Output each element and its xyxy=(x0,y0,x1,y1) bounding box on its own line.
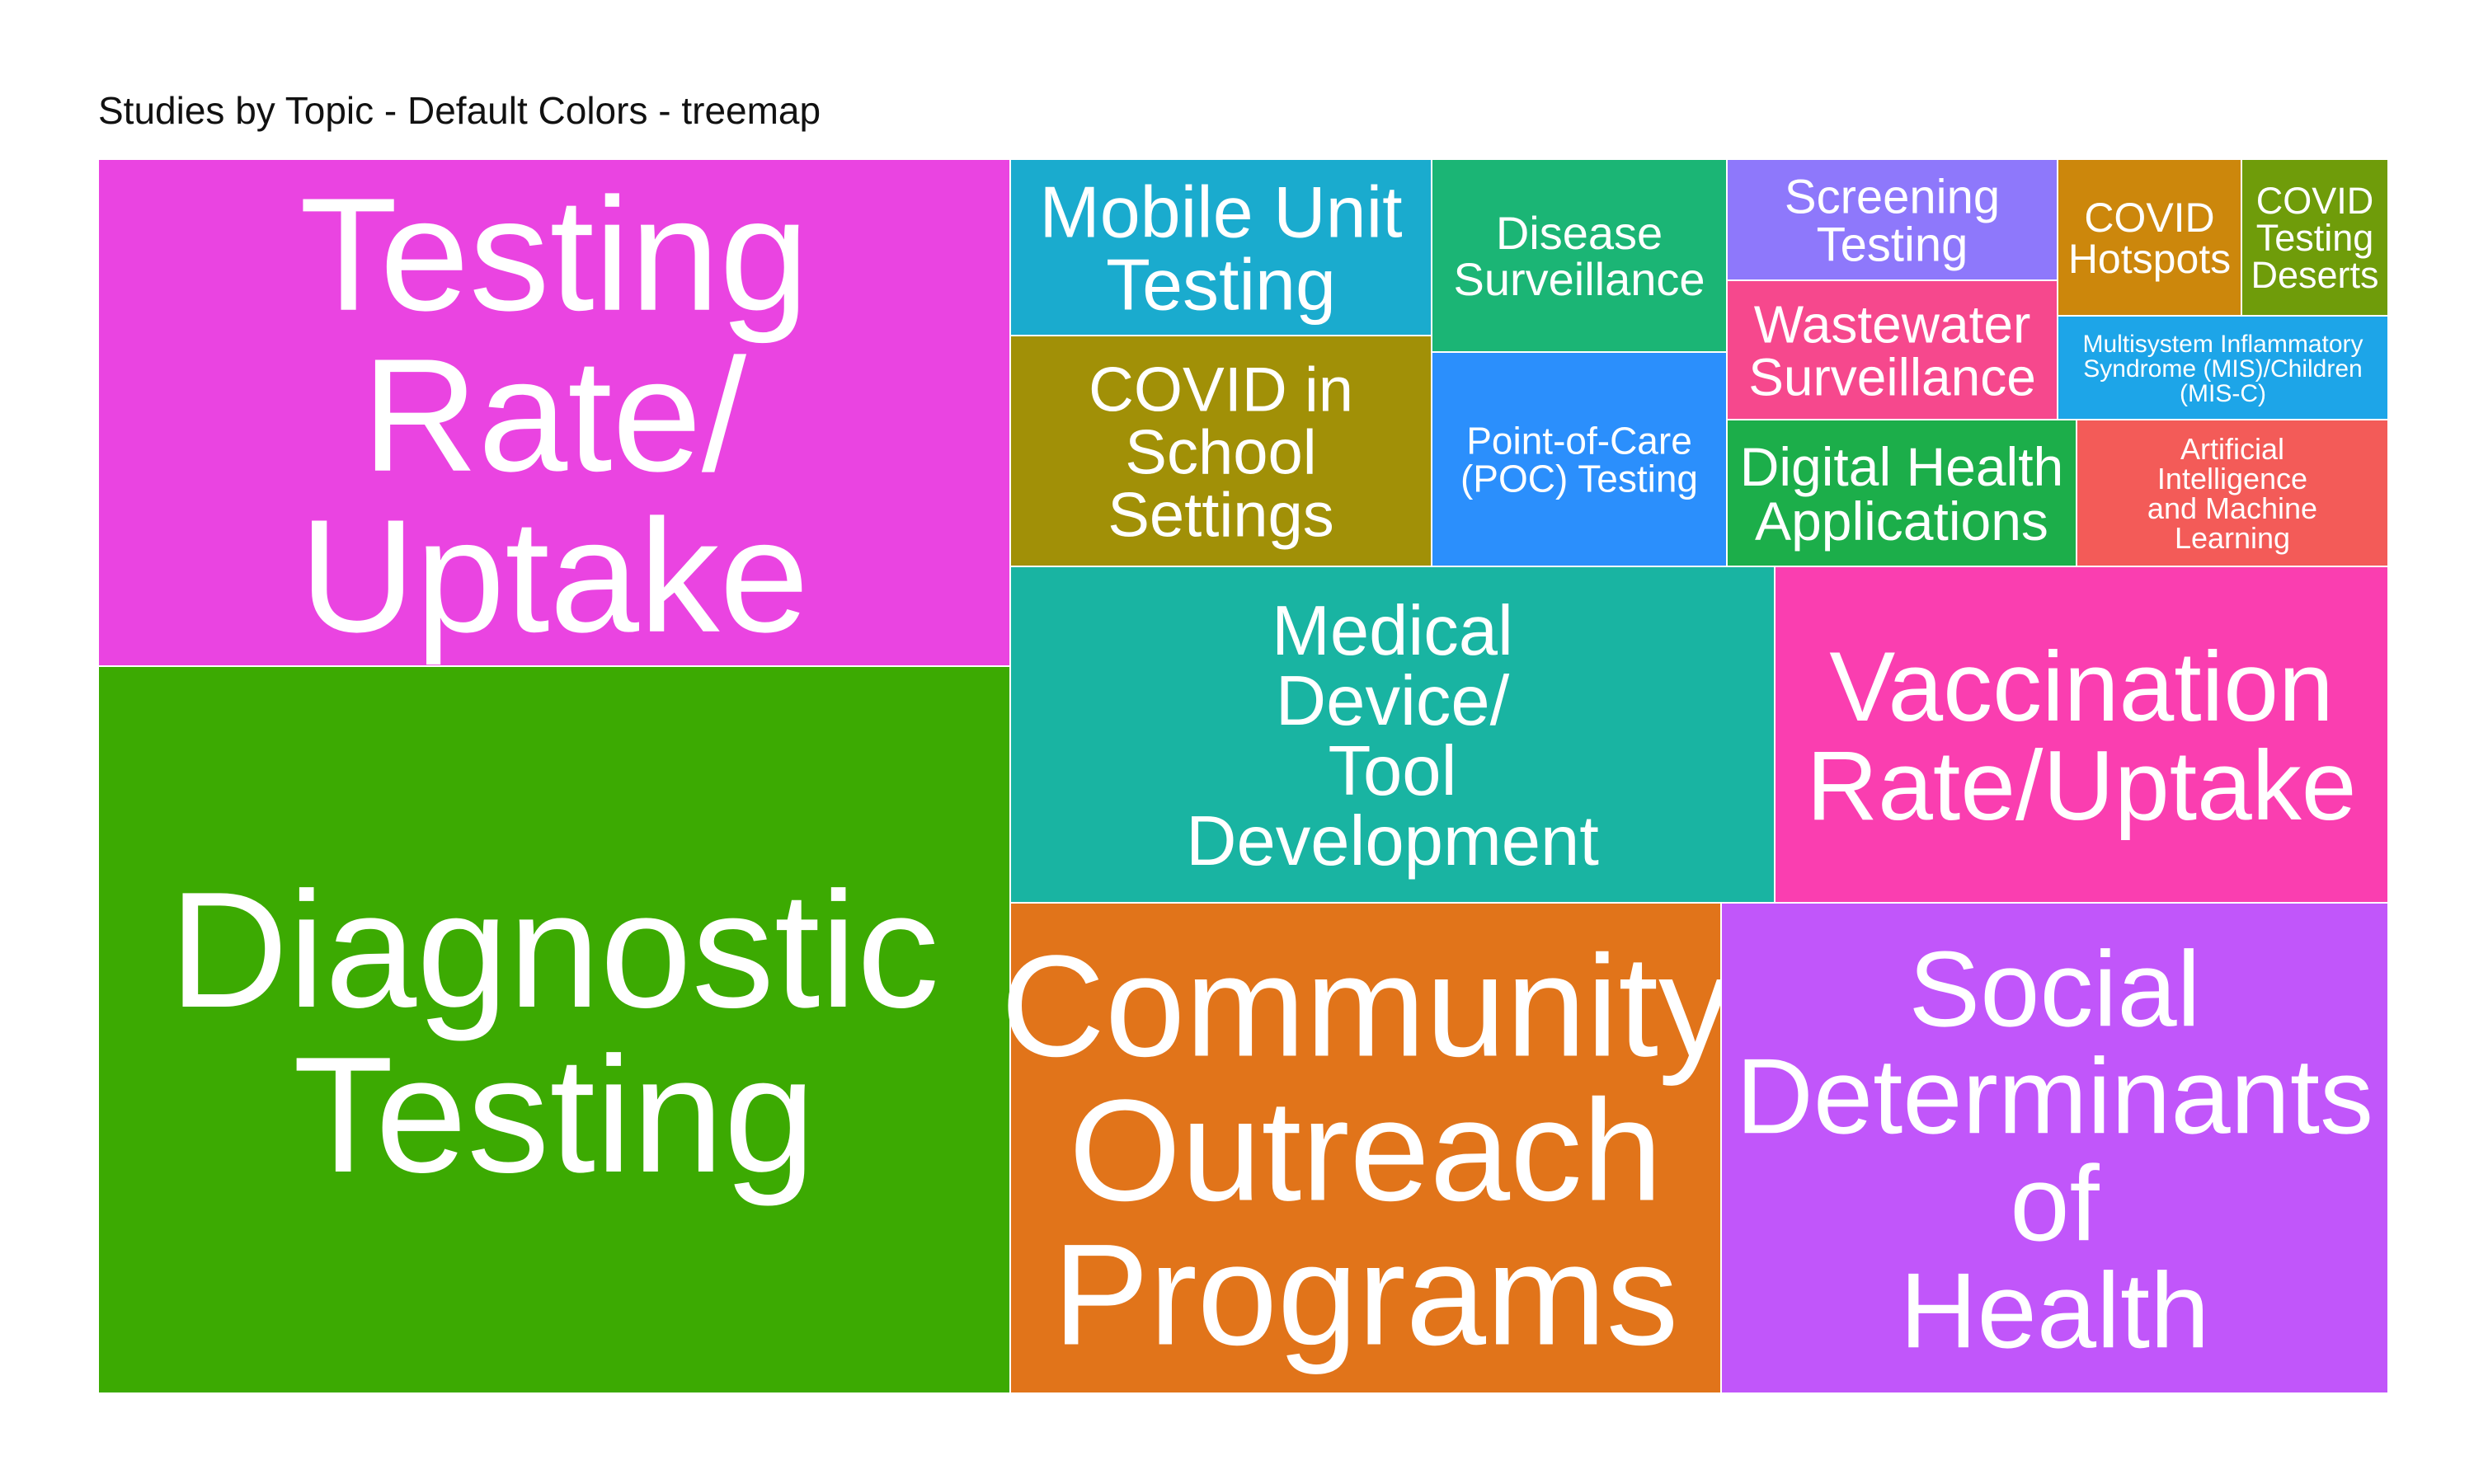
treemap-tile-rect xyxy=(1009,158,1432,336)
treemap-tile-label-line: Multisystem Inflammatory xyxy=(2082,331,2363,358)
treemap-tile-label-line: Digital Health xyxy=(1740,436,2064,497)
treemap-tile-rect xyxy=(1774,566,2389,904)
treemap-tile-label-line: Surveillance xyxy=(1748,348,2036,407)
treemap-tile: COVID Testing Deserts xyxy=(2241,158,2389,317)
treemap-tile-label-line: Social xyxy=(1908,928,2200,1049)
treemap-tile: Disease Surveillance xyxy=(1431,158,1728,353)
treemap-tile: Community Outreach Programs xyxy=(1001,902,1731,1394)
treemap-tile: Diagnostic Testing xyxy=(97,665,1011,1394)
treemap-tile-label: COVID Hotspots xyxy=(2068,195,2231,282)
treemap-tile: Artificial Intelligence and Machine Learnin… xyxy=(2076,419,2389,567)
treemap-tile: Social Determinants of Health xyxy=(1720,902,2389,1394)
treemap-tile-label-line: Settings xyxy=(1108,480,1334,550)
treemap-tile-label-line: School xyxy=(1125,417,1316,487)
treemap-tile: Vaccination Rate/Uptake xyxy=(1774,566,2389,904)
treemap-tile-label-line: Surveillance xyxy=(1453,253,1705,305)
treemap-tile-rect xyxy=(1009,902,1722,1394)
treemap-tile-label: Medical Device/Tool Development xyxy=(1186,592,1599,881)
treemap-tile-label: Multisystem Inflammatory Syndrome (MIS)/C… xyxy=(2082,331,2363,407)
treemap-tile: Screening Testing xyxy=(1726,158,2058,281)
treemap-tile-label-line: Applications xyxy=(1755,491,2048,552)
treemap-tile-label-line: Syndrome (MIS)/Children xyxy=(2083,355,2362,383)
treemap-tile: COVID Hotspots xyxy=(2057,158,2242,317)
treemap-tile-rect xyxy=(1720,902,2389,1394)
treemap-tile-label-line: COVID xyxy=(2084,195,2214,241)
treemap-tile-label: Testing Rate/Uptake xyxy=(299,165,809,666)
treemap-tile-rect xyxy=(2057,158,2242,317)
treemap-tile-label-line: Hotspots xyxy=(2068,236,2231,282)
treemap-tile-label: Point-of-Care (POC) Testing xyxy=(1460,420,1698,500)
treemap-tile-rect xyxy=(2241,158,2389,317)
treemap-tile-label: Screening Testing xyxy=(1785,170,2000,271)
treemap-tile-label-line: Disease xyxy=(1496,207,1663,259)
treemap-tile-label-line: Development xyxy=(1186,802,1599,881)
treemap-tile-label: Vaccination Rate/Uptake xyxy=(1806,632,2356,841)
treemap-tile-label-line: COVID xyxy=(2256,180,2374,222)
treemap-tile-label-line: Learning xyxy=(2175,521,2290,555)
treemap-tile-rect xyxy=(2057,315,2389,420)
treemap-tile-label: COVID Testing Deserts xyxy=(2251,180,2378,296)
treemap-tile-label: Community Outreach Programs xyxy=(1001,927,1731,1376)
treemap-tile-label-line: Rate/ xyxy=(362,326,747,505)
treemap-tile-label-line: Community xyxy=(1001,927,1731,1087)
treemap-tile-label: Diagnostic Testing xyxy=(169,858,939,1207)
treemap-tile-label-line: (POC) Testing xyxy=(1460,458,1698,500)
treemap-tile-rect xyxy=(1431,351,1728,567)
treemap-tile: Multisystem Inflammatory Syndrome (MIS)/C… xyxy=(2057,315,2389,420)
treemap-tile-label-line: Testing xyxy=(1106,244,1336,326)
treemap-tile-label-line: Testing xyxy=(2256,217,2374,259)
treemap-tile: Medical Device/Tool Development xyxy=(1009,566,1776,904)
treemap-tile-label-line: Medical xyxy=(1272,592,1513,670)
chart-title: Studies by Topic - Default Colors - tree… xyxy=(98,89,821,132)
treemap-tile-label-line: Testing xyxy=(299,165,809,345)
treemap-tile-rect xyxy=(1009,566,1776,904)
treemap-tile-rect xyxy=(1009,335,1432,567)
treemap-tile-label: Artificial Intelligence and Machine Learnin… xyxy=(2147,432,2317,555)
treemap-tile: Point-of-Care (POC) Testing xyxy=(1431,351,1728,567)
treemap-tile: Wastewater Surveillance xyxy=(1726,279,2058,420)
treemap-tile-label-line: Deserts xyxy=(2251,254,2378,296)
treemap-tile-label-line: Wastewater xyxy=(1754,295,2031,355)
treemap-tile-label-line: Screening xyxy=(1785,170,2000,223)
treemap-tile-label: Digital Health Applications xyxy=(1740,436,2064,552)
treemap-tile-label-line: Artificial xyxy=(2180,432,2284,466)
treemap-tile-label-line: Device/ xyxy=(1276,662,1510,740)
treemap-tile-label-line: Determinants xyxy=(1736,1036,2373,1156)
treemap-tile-label: Wastewater Surveillance xyxy=(1748,295,2036,407)
treemap-tile: Digital Health Applications xyxy=(1726,419,2077,567)
treemap-tile-label-line: Rate/Uptake xyxy=(1806,730,2356,841)
treemap-tile-label-line: Vaccination xyxy=(1829,632,2333,742)
treemap-tile: Testing Rate/Uptake xyxy=(97,158,1011,667)
treemap-tile-label-line: Diagnostic xyxy=(169,858,939,1042)
treemap-tile-label-line: Programs xyxy=(1053,1215,1679,1376)
treemap-tile: Mobile Unit Testing xyxy=(1009,158,1432,336)
treemap-tile-rect xyxy=(1726,279,2058,420)
treemap-tile-rect xyxy=(1726,158,2058,281)
treemap-tile-rect xyxy=(2076,419,2389,567)
treemap-tile-label-line: COVID in xyxy=(1089,355,1353,425)
treemap-tile-rect xyxy=(1431,158,1728,353)
treemap-tile-label-line: Mobile Unit xyxy=(1039,171,1402,253)
treemap-tile-label-line: Testing xyxy=(293,1023,816,1207)
treemap-tile-label-line: Tool xyxy=(1329,732,1457,810)
treemap-tile-label: Mobile Unit Testing xyxy=(1039,171,1402,326)
treemap-tile-label-line: (MIS-C) xyxy=(2180,380,2266,407)
treemap-tile-label-line: Testing xyxy=(1817,218,1968,271)
treemap-tile-label-line: and Machine xyxy=(2147,491,2317,525)
treemap-tile-label: Social Determinants of Health xyxy=(1736,928,2373,1370)
treemap-tile-label-line: Point-of-Care xyxy=(1466,420,1692,463)
treemap-tile-label-line: Health xyxy=(1900,1250,2210,1370)
treemap-tile-label-line: Uptake xyxy=(299,486,809,666)
treemap-tile-rect xyxy=(97,665,1011,1394)
treemap-tile-label: COVID in School Settings xyxy=(1089,355,1353,550)
treemap-tile-label: Disease Surveillance xyxy=(1453,207,1705,305)
treemap-tile-label-line: of xyxy=(2010,1143,2100,1263)
treemap-tile: COVID in School Settings xyxy=(1009,335,1432,567)
treemap-tile-label-line: Outreach xyxy=(1069,1071,1663,1232)
treemap-tile-rect xyxy=(97,158,1011,667)
treemap-tile-label-line: Intelligence xyxy=(2157,462,2307,495)
